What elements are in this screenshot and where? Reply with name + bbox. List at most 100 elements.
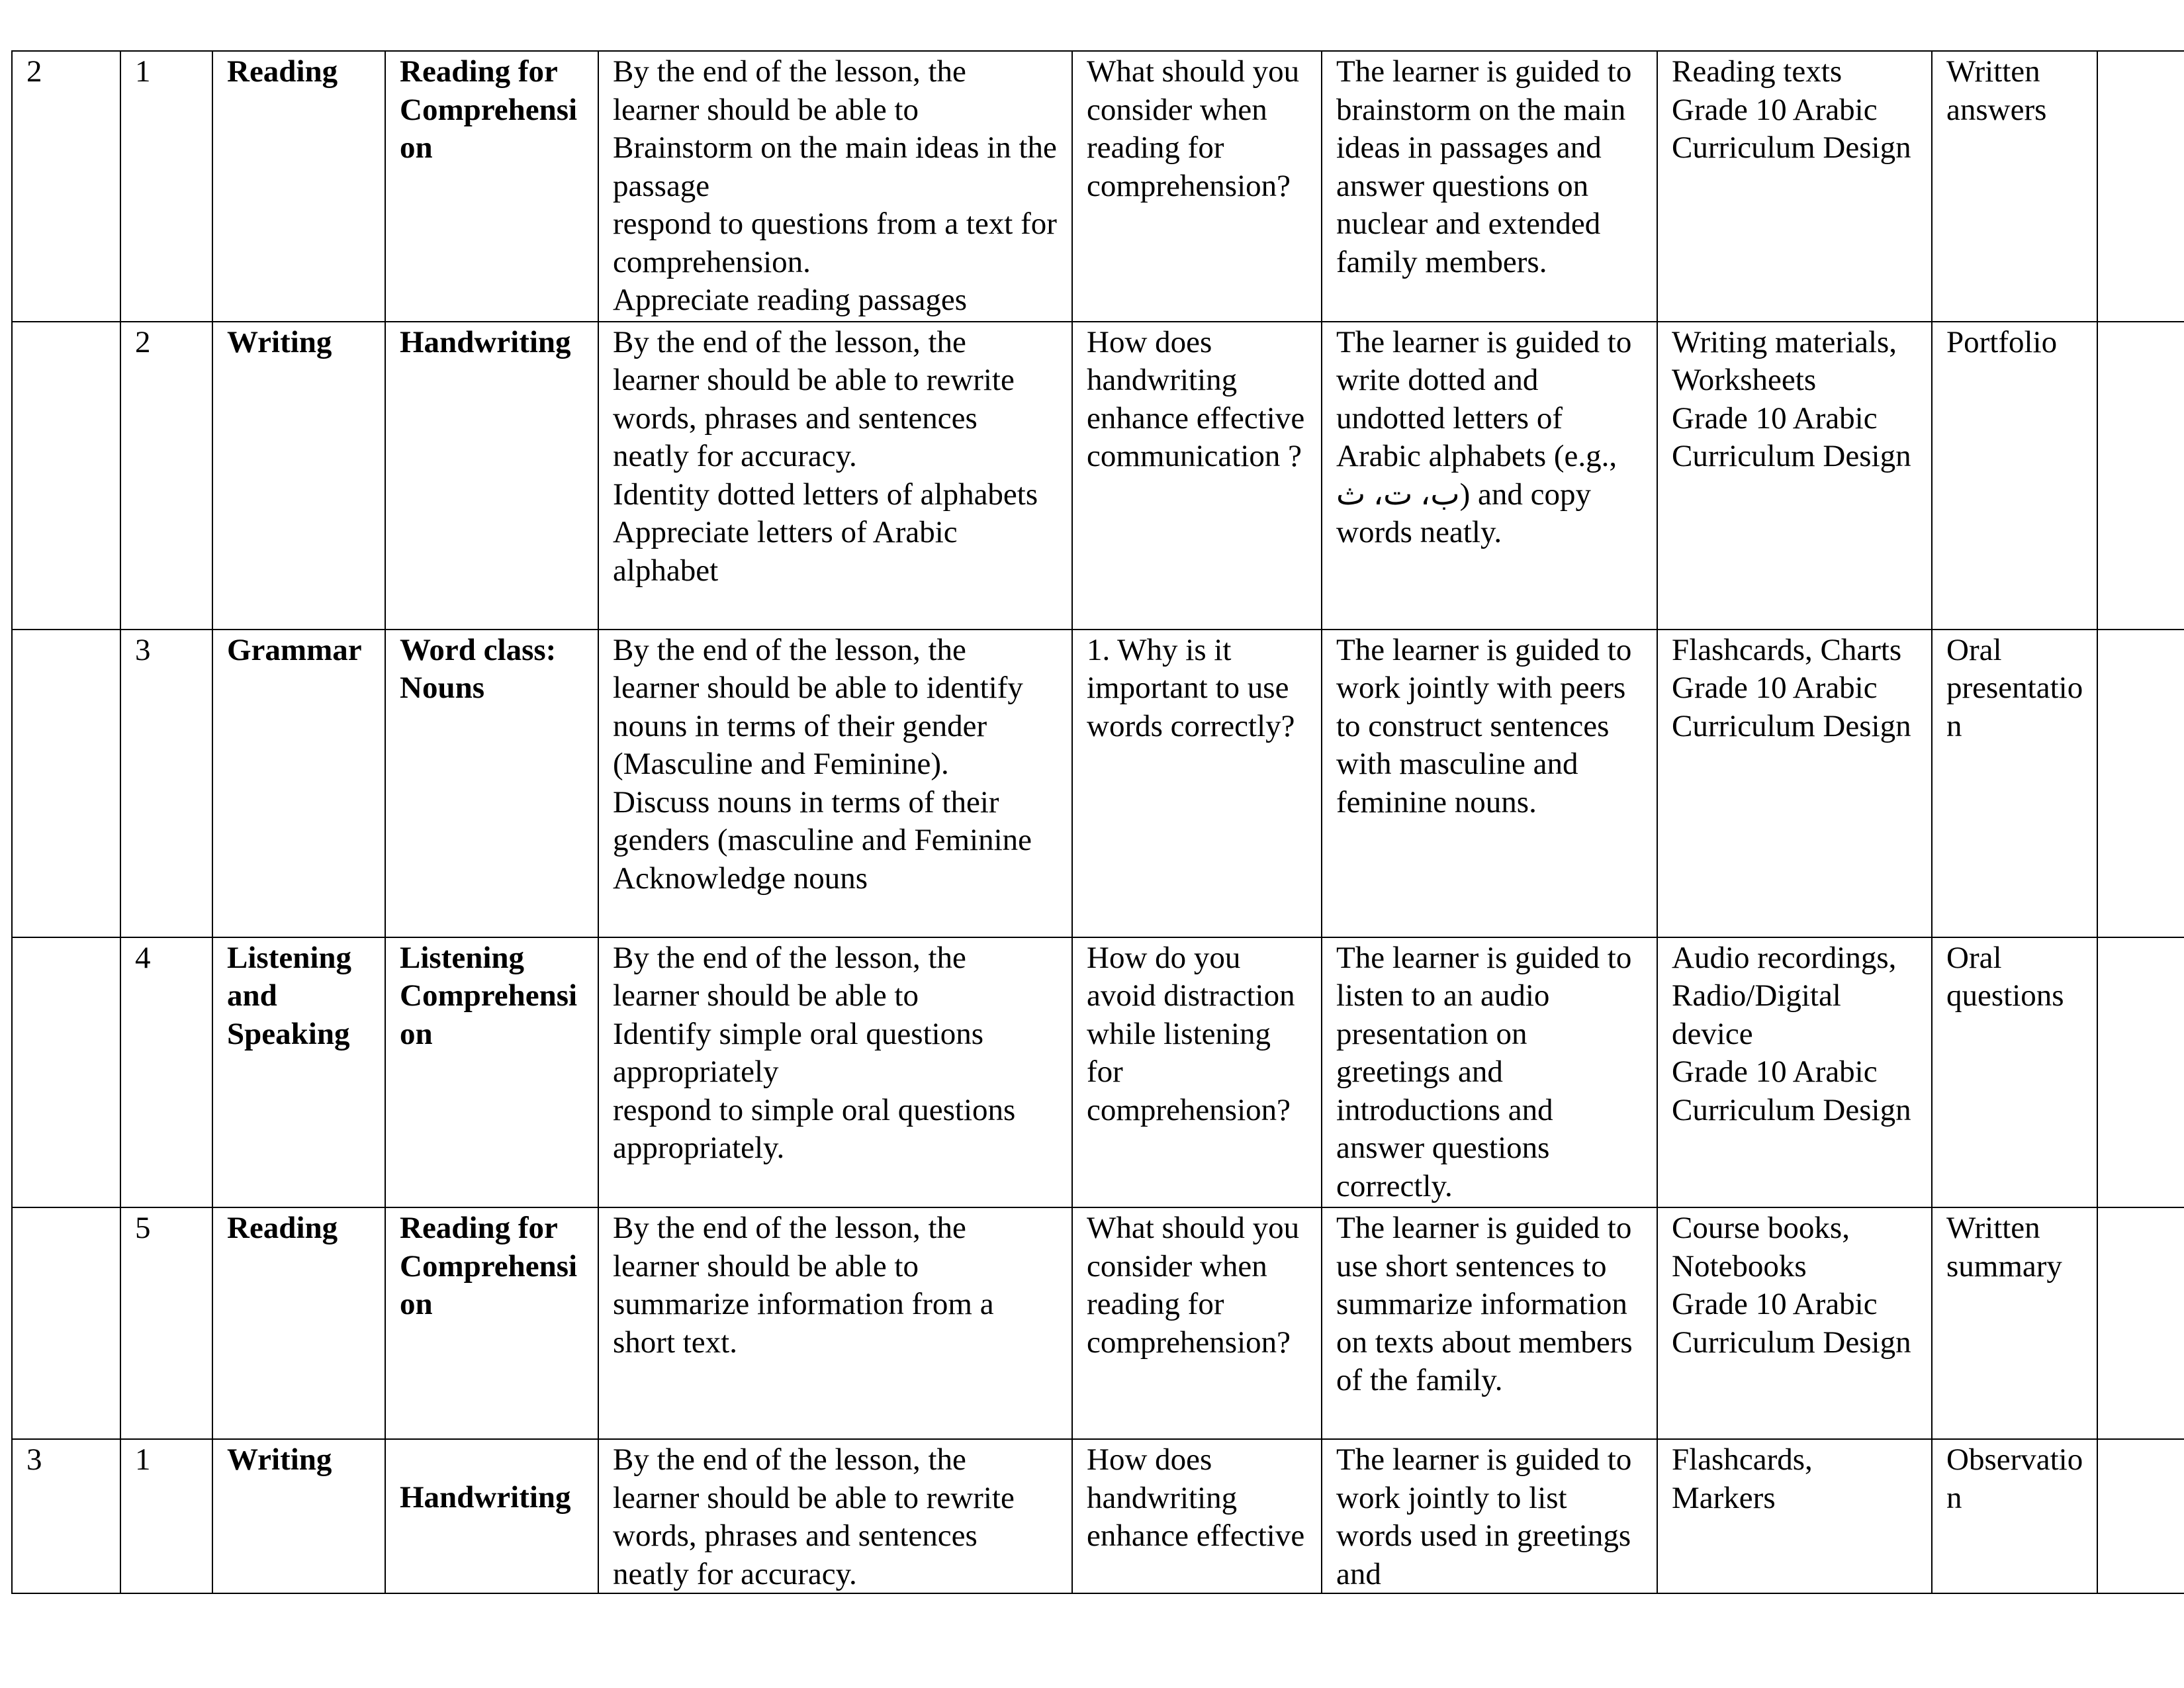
cell-content: The learner is guided to work jointly wi… xyxy=(1336,632,1643,822)
lesson-cell: 4 xyxy=(120,936,213,1208)
strand-cell: Grammar xyxy=(212,628,386,938)
week-cell: 2 xyxy=(11,50,121,322)
inquiry-question-text: What should you consider when reading fo… xyxy=(1087,54,1300,203)
inquiry-question-cell: How does handwriting enhance effective xyxy=(1071,1438,1322,1594)
cell-content: By the end of the lesson, the learner sh… xyxy=(613,324,1058,590)
resources-text: Reading texts xyxy=(1672,54,1843,89)
cell-content: 2 xyxy=(26,53,107,91)
learning-outcomes-text: By the end of the lesson, the learner sh… xyxy=(613,324,1015,474)
cell-content: Listening and Speaking xyxy=(227,939,371,1054)
sub-strand-text: Word class: Nouns xyxy=(400,632,557,706)
learning-outcomes-text: respond to simple oral questions appropr… xyxy=(613,1092,1016,1166)
cell-content: How does handwriting enhance effective c… xyxy=(1087,324,1308,476)
inquiry-question-text: How does handwriting enhance effective c… xyxy=(1087,324,1305,474)
empty-cell xyxy=(2097,320,2184,630)
cell-content: Audio recordings, Radio/Digital device Gr… xyxy=(1672,939,1918,1130)
cell-content: How does handwriting enhance effective xyxy=(1087,1441,1308,1591)
cell-content: Written answers xyxy=(1946,53,2083,129)
strand-cell: Reading xyxy=(212,50,386,322)
learning-outcomes-text: By the end of the lesson, the learner sh… xyxy=(613,54,966,127)
learning-outcomes-cell: By the end of the lesson, the learner sh… xyxy=(598,1438,1073,1594)
strand-text: Listening and Speaking xyxy=(227,940,352,1051)
cell-content: 1. Why is it important to use words corr… xyxy=(1087,632,1308,746)
cell-content: Word class: Nouns xyxy=(400,632,584,708)
cell-content: Portfolio xyxy=(1946,324,2083,362)
sub-strand-text: Reading for Comprehension xyxy=(400,1211,578,1321)
week-text: 2 xyxy=(26,54,42,89)
assessment-text: Written answers xyxy=(1946,54,2047,127)
lesson-text: 3 xyxy=(135,632,151,667)
cell-content: Reading for Comprehension xyxy=(400,1209,584,1324)
resources-text: Flashcards, Charts xyxy=(1672,632,1902,667)
learning-outcomes-text: Appreciate reading passages xyxy=(613,283,968,317)
learning-outcomes-text: Brainstorm on the main ideas in the pass… xyxy=(613,130,1057,203)
inquiry-question-text: What should you consider when reading fo… xyxy=(1087,1211,1300,1360)
sub-strand-cell: Word class: Nouns xyxy=(385,628,599,938)
cell-content: By the end of the lesson, the learner sh… xyxy=(613,1209,1058,1362)
cell-content: By the end of the lesson, the learner sh… xyxy=(613,1441,1058,1591)
sub-strand-cell: Listening Comprehension xyxy=(385,936,599,1208)
table-row: 5 Reading Reading for Comprehension By the … xyxy=(11,1207,2184,1440)
assessment-cell: Written answers xyxy=(1931,50,2098,322)
assessment-text: Oral questions xyxy=(1946,940,2064,1013)
learning-outcomes-cell: By the end of the lesson, the learner sh… xyxy=(598,1207,1073,1440)
assessment-text: Oral presentation xyxy=(1946,632,2083,743)
learning-outcomes-text: respond to questions from a text for com… xyxy=(613,207,1057,279)
learning-experiences-text: The learner is guided to write dotted an… xyxy=(1336,324,1632,550)
cell-content: 3 xyxy=(26,1441,107,1591)
cell-content: 3 xyxy=(135,632,199,670)
table-body: 2 1 Reading Reading for Comprehension By the… xyxy=(11,50,2184,1594)
table-row: 4 Listening and Speaking Listening Compreh… xyxy=(11,936,2184,1208)
empty-cell xyxy=(2097,936,2184,1208)
cell-content: Writing xyxy=(227,1441,371,1591)
lesson-cell: 1 xyxy=(120,50,213,322)
cell-content: The learner is guided to brainstorm on t… xyxy=(1336,53,1643,281)
empty-cell xyxy=(2097,628,2184,938)
inquiry-question-cell: How does handwriting enhance effective c… xyxy=(1071,320,1322,630)
assessment-text: Written summary xyxy=(1946,1211,2062,1284)
learning-outcomes-cell: By the end of the lesson, the learner sh… xyxy=(598,936,1073,1208)
learning-outcomes-text: By the end of the lesson, the learner sh… xyxy=(613,632,1023,782)
resources-text: Course books, Notebooks xyxy=(1672,1211,1850,1284)
cell-content: Course books, Notebooks Grade 10 Arabic C… xyxy=(1672,1209,1918,1362)
resources-cell: Audio recordings, Radio/Digital device Gr… xyxy=(1657,936,1933,1208)
cell-content: 2 xyxy=(135,324,199,362)
learning-experiences-cell: The learner is guided to listen to an au… xyxy=(1321,936,1658,1208)
learning-experiences-cell: The learner is guided to write dotted an… xyxy=(1321,320,1658,630)
cell-content: Handwriting xyxy=(400,1441,584,1591)
lesson-cell: 2 xyxy=(120,320,213,630)
table-row: 3 1 Writing Handwriting By the end of the le… xyxy=(11,1438,2184,1594)
learning-experiences-text: The learner is guided to brainstorm on t… xyxy=(1336,54,1632,279)
cell-content: 4 xyxy=(135,939,199,978)
learning-experiences-text: The learner is guided to listen to an au… xyxy=(1336,940,1632,1203)
cell-content: The learner is guided to write dotted an… xyxy=(1336,324,1643,552)
sub-strand-text: Handwriting xyxy=(400,324,571,359)
cell-content: What should you consider when reading fo… xyxy=(1087,1209,1308,1362)
cell-content: 5 xyxy=(135,1209,199,1248)
scheme-table: 2 1 Reading Reading for Comprehension By the… xyxy=(11,50,2184,1594)
learning-outcomes-cell: By the end of the lesson, the learner sh… xyxy=(598,628,1073,938)
lesson-text: 2 xyxy=(135,324,151,359)
resources-text: Grade 10 Arabic Curriculum Design xyxy=(1672,92,1911,165)
learning-outcomes-text: By the end of the lesson, the learner sh… xyxy=(613,940,966,1013)
inquiry-question-text: How do you avoid distraction while liste… xyxy=(1087,940,1295,1127)
learning-outcomes-cell: By the end of the lesson, the learner sh… xyxy=(598,50,1073,322)
assessment-cell: Observation xyxy=(1931,1438,2098,1594)
inquiry-question-cell: How do you avoid distraction while liste… xyxy=(1071,936,1322,1208)
sub-strand-cell: Handwriting xyxy=(385,1438,599,1594)
resources-text: Audio recordings, Radio/Digital device xyxy=(1672,940,1897,1051)
learning-experiences-text: The learner is guided to work jointly to… xyxy=(1336,1442,1632,1591)
learning-outcomes-text: Appreciate letters of Arabic alphabet xyxy=(613,515,958,588)
resources-cell: Course books, Notebooks Grade 10 Arabic C… xyxy=(1657,1207,1933,1440)
learning-outcomes-text: By the end of the lesson, the learner sh… xyxy=(613,1442,1015,1591)
cell-content: The learner is guided to use short sente… xyxy=(1336,1209,1643,1400)
cell-content: 1 xyxy=(135,53,199,91)
strand-cell: Writing xyxy=(212,320,386,630)
cell-content: Listening Comprehension xyxy=(400,939,584,1054)
week-cell xyxy=(11,1207,121,1440)
cell-content: Grammar xyxy=(227,632,371,670)
learning-outcomes-text: Identity dotted letters of alphabets xyxy=(613,477,1038,512)
assessment-cell: Portfolio xyxy=(1931,320,2098,630)
cell-content: Writing materials, Worksheets Grade 10 Ar… xyxy=(1672,324,1918,476)
